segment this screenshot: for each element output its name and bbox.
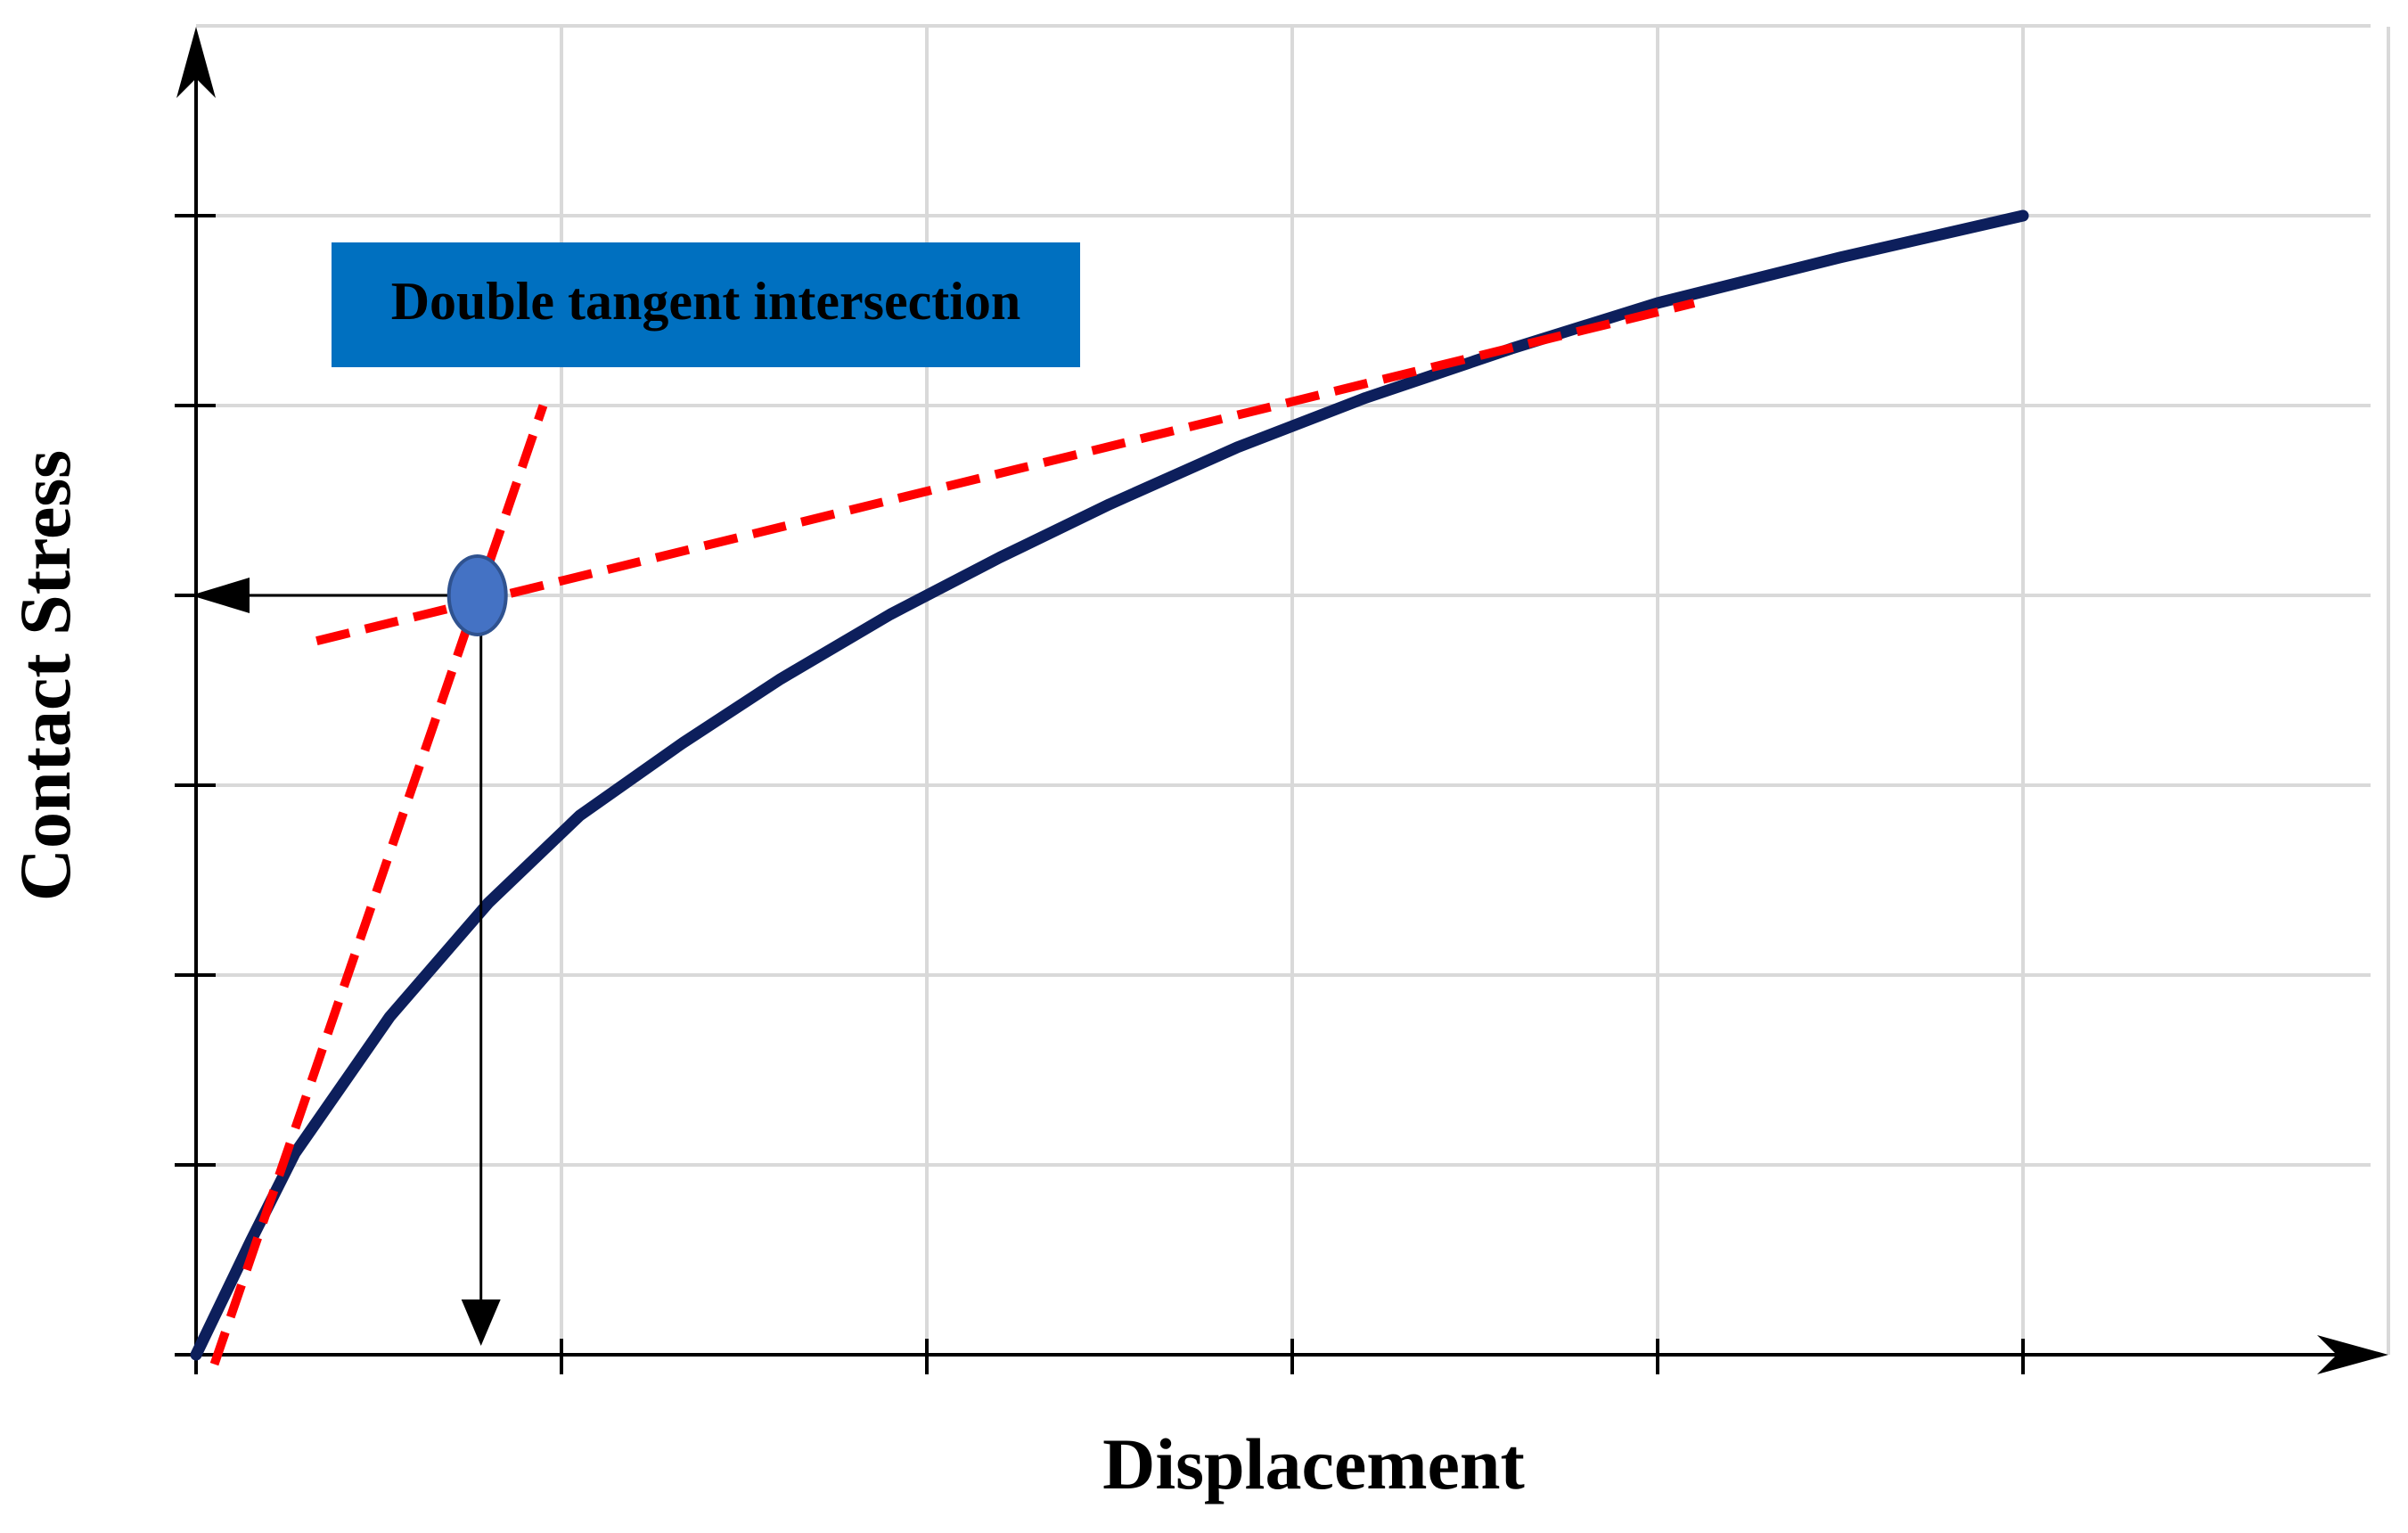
y-axis-title: Contact Stress: [4, 450, 86, 901]
x-axis-arrowhead: [2317, 1335, 2388, 1374]
x-axis-title: Displacement: [1102, 1423, 1525, 1504]
axis-ticks: [175, 214, 2025, 1374]
tangent-line-2: [315, 299, 1696, 645]
intersection-point: [446, 554, 508, 636]
annotation-text: Double tangent intersection: [391, 272, 1021, 331]
annotation-box: [332, 242, 1080, 367]
projection-arrowhead-left: [191, 578, 250, 613]
tangent-line-1: [209, 404, 548, 1366]
y-axis-arrowhead: [176, 27, 216, 98]
grid: [196, 24, 2390, 1355]
tangent-lines: [209, 299, 1696, 1366]
projection-arrowhead-down: [461, 1299, 501, 1346]
